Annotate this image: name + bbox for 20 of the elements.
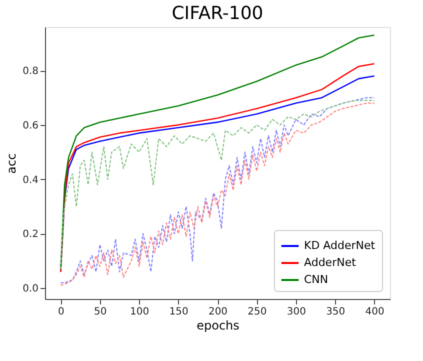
x-tick-label: 50 [94,306,107,318]
x-tick-label: 250 [248,306,267,318]
x-tick-label: 0 [58,306,64,318]
x-tick-label: 350 [326,306,346,318]
x-axis-title: epochs [196,318,240,332]
legend-label: KD AdderNet [304,239,376,252]
x-tick-label: 150 [169,306,188,318]
y-tick-label: 0.6 [22,120,38,132]
y-tick-label: 0.8 [22,66,38,78]
y-tick-label: 0.2 [22,229,38,240]
x-tick-label: 400 [365,306,384,318]
y-tick-label: 0.0 [22,284,38,295]
y-tick-label: 0.4 [22,174,38,186]
legend-label: AdderNet [304,256,357,269]
x-tick-label: 300 [286,306,306,318]
legend-label: CNN [304,273,328,286]
chart-title: CIFAR-100 [172,3,264,24]
y-axis-title: acc [4,153,19,174]
x-tick-label: 200 [208,306,228,318]
x-tick-label: 100 [130,306,150,318]
